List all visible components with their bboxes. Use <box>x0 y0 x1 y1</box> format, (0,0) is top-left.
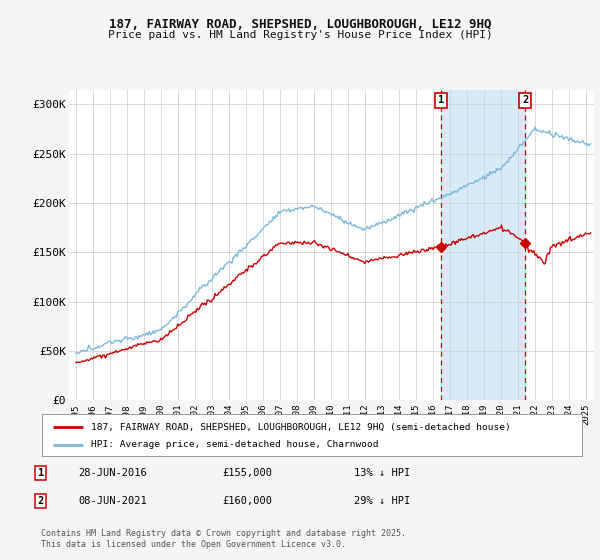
Text: 29% ↓ HPI: 29% ↓ HPI <box>354 496 410 506</box>
Text: 1: 1 <box>438 95 444 105</box>
Text: Contains HM Land Registry data © Crown copyright and database right 2025.
This d: Contains HM Land Registry data © Crown c… <box>41 529 406 549</box>
Text: 2: 2 <box>38 496 44 506</box>
Bar <box>441 90 525 400</box>
Text: £155,000: £155,000 <box>222 468 272 478</box>
Text: Price paid vs. HM Land Registry's House Price Index (HPI): Price paid vs. HM Land Registry's House … <box>107 30 493 40</box>
Text: 2: 2 <box>522 95 528 105</box>
Text: £160,000: £160,000 <box>222 496 272 506</box>
Text: 13% ↓ HPI: 13% ↓ HPI <box>354 468 410 478</box>
Text: HPI: Average price, semi-detached house, Charnwood: HPI: Average price, semi-detached house,… <box>91 440 378 449</box>
Text: 1: 1 <box>38 468 44 478</box>
Text: 187, FAIRWAY ROAD, SHEPSHED, LOUGHBOROUGH, LE12 9HQ (semi-detached house): 187, FAIRWAY ROAD, SHEPSHED, LOUGHBOROUG… <box>91 422 511 432</box>
Text: 28-JUN-2016: 28-JUN-2016 <box>78 468 147 478</box>
Text: 08-JUN-2021: 08-JUN-2021 <box>78 496 147 506</box>
Text: 187, FAIRWAY ROAD, SHEPSHED, LOUGHBOROUGH, LE12 9HQ: 187, FAIRWAY ROAD, SHEPSHED, LOUGHBOROUG… <box>109 18 491 31</box>
